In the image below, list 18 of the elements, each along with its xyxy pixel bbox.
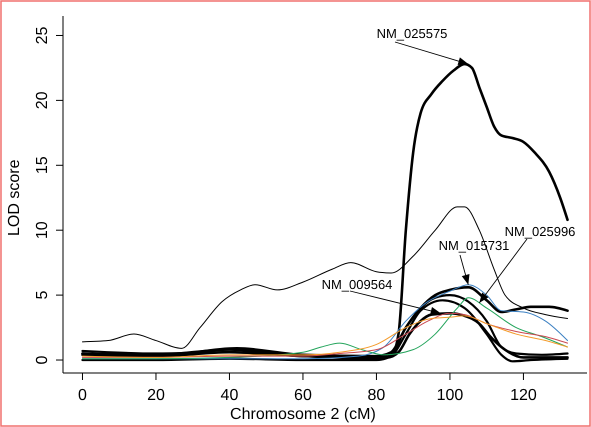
x-tick-label: 20 <box>147 387 165 404</box>
annotation: NM_025575 <box>376 26 448 41</box>
x-tick-label: 100 <box>436 387 464 404</box>
x-tick-label: 120 <box>510 387 537 404</box>
x-tick-label: 0 <box>78 387 88 404</box>
x-tick-label: 40 <box>220 387 238 404</box>
y-tick-label: 0 <box>34 355 51 364</box>
y-tick-label: 25 <box>34 26 51 44</box>
y-tick-label: 15 <box>34 156 51 174</box>
annotation: NM_009564 <box>322 277 392 292</box>
x-tick-label: 80 <box>368 387 386 404</box>
y-tick-label: 5 <box>34 290 51 300</box>
y-tick-label: 20 <box>34 91 51 110</box>
y-tick-label: 10 <box>34 221 51 240</box>
x-axis-title: Chromosome 2 (cM) <box>230 406 376 423</box>
annotation: NM_025996 <box>504 224 576 239</box>
y-axis-title: LOD score <box>6 159 23 236</box>
x-tick-label: 60 <box>294 387 312 404</box>
